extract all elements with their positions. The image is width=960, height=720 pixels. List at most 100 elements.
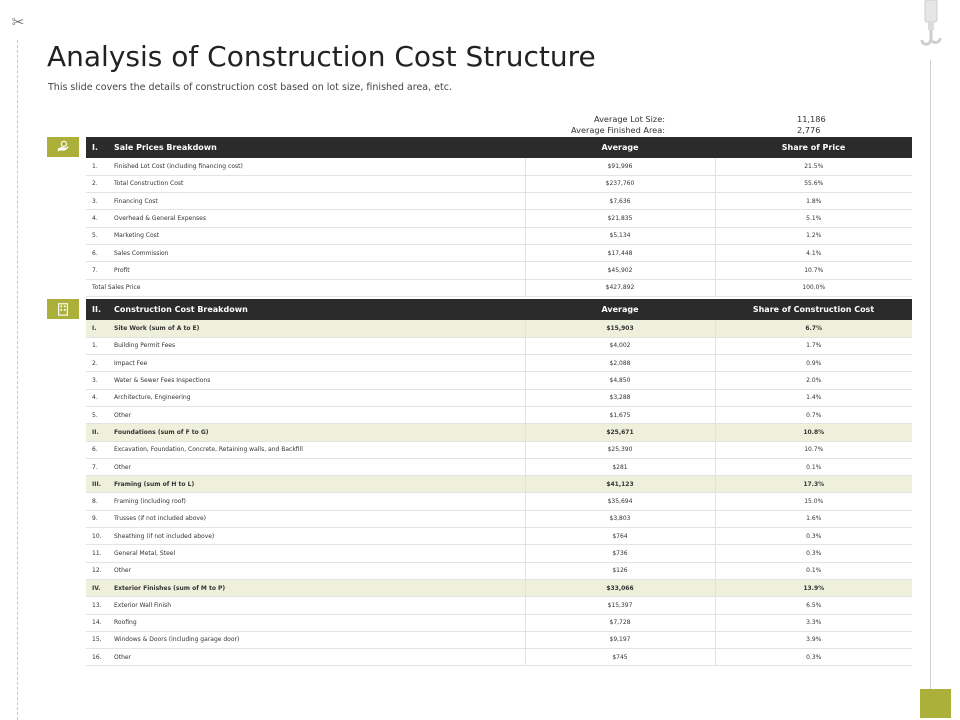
row-share: 1.6% xyxy=(715,510,912,529)
table-row: 14. Roofing $7,728 3.3% xyxy=(86,614,912,632)
table-row: 4. Overhead & General Expenses $21,835 5.1% xyxy=(86,209,912,228)
row-label-cell: 14. Roofing xyxy=(86,614,526,632)
row-label: Profit xyxy=(114,266,130,274)
row-share: 0.1% xyxy=(715,458,912,477)
row-average: $126 xyxy=(525,562,716,580)
row-label: Sales Commission xyxy=(114,249,169,257)
table-row: 5. Marketing Cost $5,134 1.2% xyxy=(86,227,912,245)
row-num: 1. xyxy=(92,162,98,170)
sale-prices-header: I. Sale Prices Breakdown Average Share of… xyxy=(86,137,912,158)
row-label: Architecture, Engineering xyxy=(114,394,191,402)
header-share: Share of Construction Cost xyxy=(715,299,912,320)
table-row: 13. Exterior Wall Finish $15,397 6.5% xyxy=(86,596,912,615)
row-num: 13. xyxy=(92,601,102,609)
header-share: Share of Price xyxy=(715,137,912,158)
row-label: Framing (including roof) xyxy=(114,498,186,506)
row-label: Other xyxy=(114,463,132,471)
row-num: III. xyxy=(92,480,101,488)
row-num: 9. xyxy=(92,515,98,523)
row-average: $2,088 xyxy=(525,354,716,373)
row-share: 0.9% xyxy=(715,354,912,373)
row-average: $4,850 xyxy=(525,371,716,390)
row-average: $3,803 xyxy=(525,510,716,529)
header-average: Average xyxy=(525,137,715,158)
row-num: 8. xyxy=(92,498,98,506)
row-label-cell: 9. Trusses (if not included above) xyxy=(86,510,526,529)
total-average: $427,892 xyxy=(525,279,716,297)
row-average: $745 xyxy=(525,648,716,667)
row-share: 10.7% xyxy=(715,261,912,280)
row-label-cell: IV. Exterior Finishes (sum of M to P) xyxy=(86,579,526,598)
row-share: 1.4% xyxy=(715,389,912,407)
row-label: Financing Cost xyxy=(114,197,158,205)
table-row: 3. Water & Sewer Fees Inspections $4,850 2.… xyxy=(86,371,912,390)
row-average: $15,903 xyxy=(525,320,716,338)
row-average: $3,288 xyxy=(525,389,716,407)
row-share: 1.2% xyxy=(715,227,912,245)
page-subtitle: This slide covers the details of constru… xyxy=(48,82,452,93)
row-average: $9,197 xyxy=(525,631,716,650)
row-label: Sheathing (if not included above) xyxy=(114,532,215,540)
table-row: 1. Finished Lot Cost (including financing… xyxy=(86,158,912,176)
row-num: IV. xyxy=(92,584,101,592)
row-average: $4,002 xyxy=(525,337,716,356)
row-num: 1. xyxy=(92,342,98,350)
row-label-cell: 11. General Metal, Steel xyxy=(86,544,526,563)
lot-size-value: 11,186 xyxy=(797,114,826,124)
table-row: 10. Sheathing (if not included above) $764… xyxy=(86,527,912,546)
row-label-cell: 13. Exterior Wall Finish xyxy=(86,596,526,615)
row-label: Excavation, Foundation, Concrete, Retain… xyxy=(114,446,303,454)
total-label: Total Sales Price xyxy=(86,279,526,297)
row-label-cell: 10. Sheathing (if not included above) xyxy=(86,527,526,546)
row-label-cell: 6. Excavation, Foundation, Concrete, Reta… xyxy=(86,441,526,459)
row-average: $7,728 xyxy=(525,614,716,632)
row-average: $15,397 xyxy=(525,596,716,615)
row-label-cell: 2. Impact Fee xyxy=(86,354,526,373)
row-num: 15. xyxy=(92,636,102,644)
finished-area-value: 2,776 xyxy=(797,125,821,135)
row-label: Building Permit Fees xyxy=(114,342,176,350)
table-row: 4. Architecture, Engineering $3,288 1.4% xyxy=(86,389,912,407)
row-label-cell: 4. Architecture, Engineering xyxy=(86,389,526,407)
row-share: 3.9% xyxy=(715,631,912,650)
row-num: 2. xyxy=(92,359,98,367)
table-row: 6. Excavation, Foundation, Concrete, Reta… xyxy=(86,441,912,459)
row-num: 2. xyxy=(92,180,98,188)
row-share: 10.7% xyxy=(715,441,912,459)
building-icon xyxy=(47,299,79,319)
row-label: Foundations (sum of F to G) xyxy=(114,428,209,436)
crane-hook-icon xyxy=(920,0,942,46)
row-num: I. xyxy=(92,324,97,332)
construction-cost-header: II. Construction Cost Breakdown Average S… xyxy=(86,299,912,320)
subtotal-row: II. Foundations (sum of F to G) $25,671 10.… xyxy=(86,423,912,442)
row-label-cell: 5. Other xyxy=(86,406,526,425)
row-num: 6. xyxy=(92,446,98,454)
row-label-cell: 16. Other xyxy=(86,648,526,667)
row-share: 3.3% xyxy=(715,614,912,632)
header-num: I. xyxy=(92,143,99,152)
row-share: 55.6% xyxy=(715,175,912,194)
row-average: $33,066 xyxy=(525,579,716,598)
row-average: $736 xyxy=(525,544,716,563)
construction-cost-table: II. Construction Cost Breakdown Average S… xyxy=(86,299,912,667)
row-label: Finished Lot Cost (including financing c… xyxy=(114,162,243,170)
row-average: $91,996 xyxy=(525,158,716,176)
row-label-cell: 7. Other xyxy=(86,458,526,477)
row-average: $281 xyxy=(525,458,716,477)
hook-line xyxy=(930,60,931,690)
row-label-cell: III. Framing (sum of H to L) xyxy=(86,475,526,494)
row-share: 1.7% xyxy=(715,337,912,356)
row-average: $17,448 xyxy=(525,244,716,263)
finished-area-row: Average Finished Area: 2,776 xyxy=(0,125,960,136)
row-label: Impact Fee xyxy=(114,359,148,367)
header-label: Construction Cost Breakdown xyxy=(114,305,248,314)
row-share: 1.8% xyxy=(715,192,912,211)
dashed-cut-line xyxy=(17,40,18,720)
row-num: 14. xyxy=(92,619,102,627)
accent-square xyxy=(920,689,951,718)
row-num: 4. xyxy=(92,394,98,402)
table-row: 8. Framing (including roof) $35,694 15.0% xyxy=(86,492,912,511)
row-num: II. xyxy=(92,428,99,436)
row-label-cell: II. Foundations (sum of F to G) xyxy=(86,423,526,442)
row-num: 6. xyxy=(92,249,98,257)
